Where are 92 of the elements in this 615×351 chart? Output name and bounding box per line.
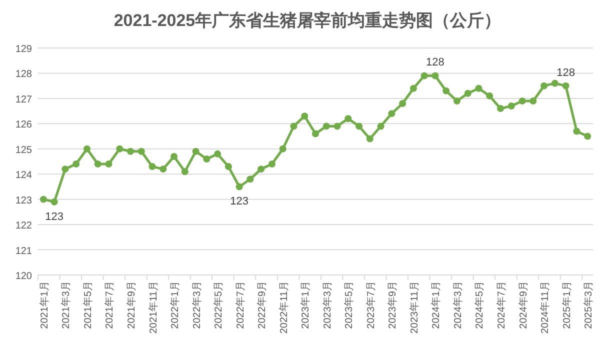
point [420,72,428,80]
x-tick-label: 2021年1月 [38,281,50,329]
y-tick-label: 122 [15,220,32,232]
point [83,145,90,152]
point [388,110,396,118]
point [203,155,210,162]
y-tick-label: 125 [15,144,32,156]
data-label: 123 [230,196,249,208]
point [334,122,341,130]
point [410,84,417,92]
y-tick-label: 123 [15,195,32,206]
point [290,122,298,130]
point [192,148,200,155]
x-tick-label: 2025年1月 [560,281,573,329]
x-tick-label: 2023年3月 [321,281,334,329]
x-tick-label: 2024年1月 [430,281,442,329]
data-label: 128 [426,56,444,69]
x-tick-label: 2024年5月 [474,281,486,329]
point [236,183,243,190]
point [551,80,558,87]
point [356,122,363,130]
x-tick-label: 2023年1月 [300,281,312,329]
point [246,176,254,183]
x-tick-label: 2022年1月 [169,281,182,329]
point [62,166,69,173]
y-tick-label: 126 [15,120,32,131]
point [464,90,472,97]
point [279,145,286,152]
point [72,160,80,168]
point [268,160,276,168]
point [170,152,178,160]
point [486,92,494,100]
point [530,97,537,104]
point [116,145,124,152]
point [181,168,188,176]
point [442,87,450,94]
chart-title: 2021-2025年广东省生猪屠宰前均重走势图（公斤） [114,11,502,30]
data-label: 128 [556,66,575,79]
point [138,148,145,155]
x-tick-label: 2024年9月 [517,281,530,329]
y-tick-label: 121 [15,246,32,257]
x-tick-label: 2023年11月 [408,281,420,334]
point [105,160,112,168]
point [518,97,526,104]
point [322,122,330,130]
x-tick-label: 2024年7月 [496,281,508,329]
y-tick-label: 128 [15,69,32,80]
x-tick-label: 2022年11月 [278,281,290,334]
y-tick-label: 120 [15,271,32,282]
x-tick-label: 2022年9月 [256,281,268,329]
x-tick-label: 2025年3月 [582,281,595,329]
point [344,115,352,122]
point [540,82,548,90]
x-tick-label: 2023年9月 [386,281,399,329]
point [573,128,580,135]
x-tick-label: 2022年3月 [190,281,203,329]
point [312,130,319,138]
x-tick-label: 2023年5月 [343,281,356,329]
point [301,112,308,120]
point [94,160,102,168]
point [214,150,222,158]
point [562,82,570,90]
point [160,166,167,173]
y-tick-label: 127 [15,94,32,106]
point [584,132,592,140]
x-tick-label: 2021年11月 [147,281,160,334]
data-label: 123 [45,210,64,223]
point [508,102,515,110]
point [432,72,439,80]
x-tick-label: 2022年7月 [234,281,246,329]
point [497,105,504,112]
y-tick-label: 129 [15,44,32,55]
point [377,122,384,130]
point [224,163,232,170]
point [399,100,406,107]
x-tick-label: 2021年9月 [126,281,138,329]
point [50,198,58,206]
x-tick-label: 2024年11月 [539,281,552,334]
point [366,135,374,142]
point [127,148,134,155]
point [40,196,47,203]
y-tick-label: 124 [15,170,32,182]
point [453,97,460,104]
x-tick-label: 2024年3月 [452,281,464,329]
x-tick-label: 2023年7月 [364,281,377,329]
x-tick-label: 2022年5月 [212,281,225,329]
x-tick-label: 2021年5月 [82,281,94,329]
point [475,84,482,92]
x-tick-label: 2021年3月 [60,281,72,329]
x-tick-label: 2021年7月 [104,281,116,329]
point [258,166,265,173]
point [148,163,156,170]
